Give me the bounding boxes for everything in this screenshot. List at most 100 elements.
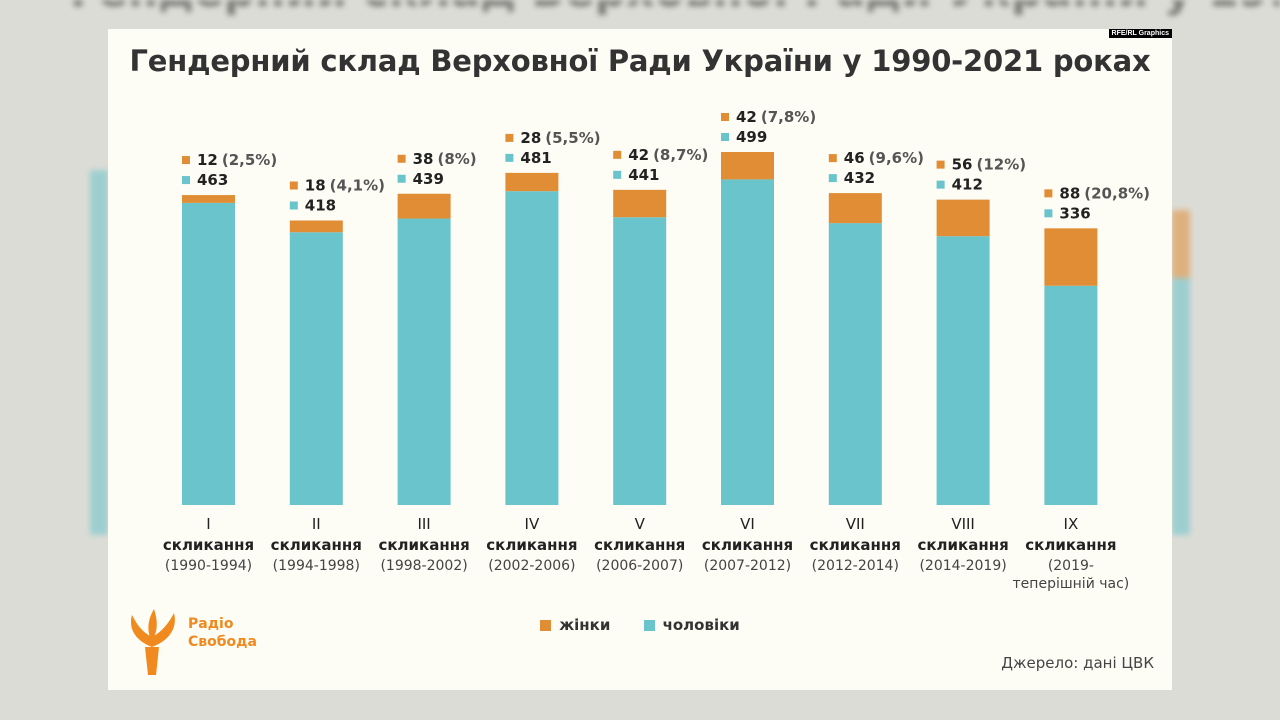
chart-card: RFE/RL Graphics Гендерний склад Верховно… <box>108 29 1172 690</box>
label-swatch-women-IX <box>1044 189 1053 198</box>
label-swatch-women-I <box>182 156 190 165</box>
bar-women-V <box>613 189 667 218</box>
bar-men-I <box>182 202 235 505</box>
x-tick-period-IX: (2019- <box>1048 558 1094 574</box>
logo-text-line2: Свобода <box>188 634 257 650</box>
bar-women-VIII <box>936 199 990 237</box>
legend-label-women: жінки <box>559 616 611 634</box>
background-bar-right-women <box>1172 210 1190 278</box>
radio-svoboda-logo: Радіо Свобода <box>126 607 266 677</box>
data-label-women-percent: (12%) <box>976 156 1026 174</box>
bar-men-VIII <box>936 236 990 506</box>
data-label-men-I: 463 <box>197 171 228 189</box>
x-tick-label-VI: скликання <box>702 536 793 554</box>
data-label-men-VI: 499 <box>736 128 767 146</box>
chart-title: Гендерний склад Верховної Ради України у… <box>129 44 1151 78</box>
data-label-women-IX: 88 (20,8%) <box>1059 184 1150 202</box>
bar-men-VII <box>828 223 882 505</box>
data-label-women-percent: (5,5%) <box>545 129 600 147</box>
bar-women-VII <box>828 193 882 224</box>
label-swatch-men-IX <box>1044 209 1053 218</box>
label-swatch-men-VII <box>828 174 837 183</box>
data-label-women-II: 18 (4,1%) <box>305 177 385 195</box>
data-label-women-percent: (8,7%) <box>653 146 708 164</box>
bar-men-II <box>289 232 343 505</box>
label-swatch-men-VI <box>721 132 729 141</box>
label-swatch-men-IV <box>505 153 514 162</box>
data-label-women-percent: (8%) <box>437 150 476 168</box>
legend-swatch-women <box>540 620 552 631</box>
bar-men-VI <box>721 179 774 505</box>
data-label-women-value: 18 <box>305 177 326 195</box>
x-tick-period-VI: (2007-2012) <box>704 558 791 574</box>
label-swatch-men-VIII <box>936 180 945 189</box>
x-tick-label-V: скликання <box>594 536 685 554</box>
data-label-women-percent: (2,5%) <box>222 151 277 169</box>
x-tick-roman-IX: IX <box>1064 515 1079 533</box>
background-bar-left <box>90 170 108 535</box>
x-tick-label-II: скликання <box>271 536 362 554</box>
data-label-women-value: 38 <box>413 150 434 168</box>
x-tick-period-II: (1994-1998) <box>273 558 360 574</box>
data-label-women-IV: 28 (5,5%) <box>520 129 600 147</box>
bar-women-IX <box>1044 228 1098 286</box>
x-tick-period-VII: (2012-2014) <box>812 558 899 574</box>
data-label-men-IX: 336 <box>1059 204 1090 222</box>
data-label-men-V: 441 <box>628 166 659 184</box>
label-swatch-women-III <box>397 154 406 163</box>
logo-text-line1: Радіо <box>188 616 234 632</box>
background-bar-right-men <box>1172 278 1190 535</box>
x-tick-period-IX: теперішній час) <box>1013 576 1130 592</box>
x-tick-period-I: (1990-1994) <box>165 558 252 574</box>
x-tick-roman-VIII: VIII <box>951 515 975 533</box>
legend-swatch-men <box>643 620 655 631</box>
bar-men-III <box>397 218 451 506</box>
data-label-women-value: 88 <box>1059 184 1080 202</box>
x-tick-period-IV: (2002-2006) <box>488 558 575 574</box>
label-swatch-women-VI <box>721 112 729 121</box>
data-label-men-III: 439 <box>413 170 444 188</box>
data-label-women-VII: 46 (9,6%) <box>844 149 924 167</box>
x-tick-label-I: скликання <box>163 536 254 554</box>
x-tick-period-V: (2006-2007) <box>596 558 683 574</box>
bar-men-IX <box>1044 285 1098 505</box>
x-tick-roman-IV: IV <box>525 515 540 533</box>
data-label-women-percent: (4,1%) <box>330 177 385 195</box>
x-tick-roman-II: II <box>312 515 321 533</box>
data-label-women-value: 46 <box>844 149 865 167</box>
legend-label-men: чоловіки <box>662 616 740 634</box>
data-label-women-III: 38 (8%) <box>413 150 477 168</box>
data-label-men-VII: 432 <box>844 169 875 187</box>
data-label-women-value: 12 <box>197 151 218 169</box>
x-tick-roman-I: I <box>206 515 210 533</box>
data-label-women-VI: 42 (7,8%) <box>736 108 816 126</box>
label-swatch-women-V <box>613 150 622 159</box>
source-note: Джерело: дані ЦВК <box>1001 654 1154 672</box>
x-tick-label-VIII: скликання <box>917 536 1008 554</box>
data-label-women-percent: (9,6%) <box>869 149 924 167</box>
data-label-women-V: 42 (8,7%) <box>628 146 708 164</box>
bar-women-I <box>182 195 235 203</box>
legend-item-men: чоловіки <box>643 616 740 634</box>
label-swatch-women-VII <box>828 154 837 163</box>
data-label-men-IV: 481 <box>520 149 551 167</box>
x-tick-period-III: (1998-2002) <box>380 558 467 574</box>
label-swatch-women-IV <box>505 133 514 142</box>
x-tick-period-VIII: (2014-2019) <box>919 558 1006 574</box>
data-label-men-II: 418 <box>305 197 336 215</box>
data-label-women-value: 42 <box>628 146 649 164</box>
background-title: Гендерний склад Верховної Ради України у… <box>70 0 1280 17</box>
bar-men-IV <box>505 191 559 505</box>
x-tick-label-III: скликання <box>378 536 469 554</box>
label-swatch-men-II <box>289 201 298 210</box>
label-swatch-men-III <box>397 174 406 183</box>
data-label-women-value: 42 <box>736 108 757 126</box>
graphics-credit: RFE/RL Graphics <box>1108 29 1172 38</box>
data-label-men-VIII: 412 <box>952 176 983 194</box>
bar-women-II <box>289 220 343 233</box>
data-label-women-I: 12 (2,5%) <box>197 151 277 169</box>
data-label-women-VIII: 56 (12%) <box>952 156 1027 174</box>
label-swatch-women-VIII <box>936 160 945 169</box>
